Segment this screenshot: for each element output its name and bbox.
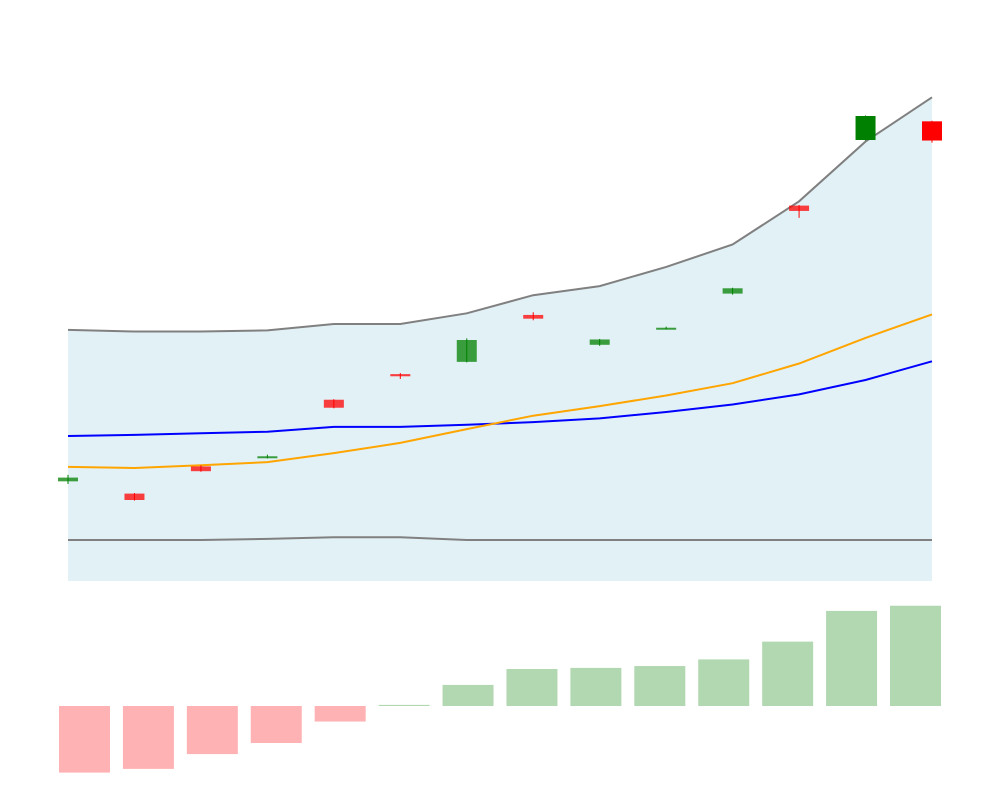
indicator-line-2 [67, 96, 933, 333]
candle-body [922, 121, 942, 141]
volume-bar [570, 667, 622, 706]
price-panel [58, 96, 942, 582]
candle-layer [58, 115, 942, 501]
volume-bar [378, 704, 430, 706]
candle-body [456, 340, 477, 362]
candle-body [656, 327, 677, 330]
volume-bar [826, 610, 878, 706]
candle-body [323, 399, 344, 408]
volume-bar [122, 706, 174, 769]
volume-bar [314, 706, 366, 722]
volume-bar [506, 669, 558, 706]
volume-bar [442, 684, 494, 706]
volume-bar [634, 666, 686, 706]
indicator-line-0 [67, 360, 933, 437]
volume-bar [186, 706, 238, 755]
bollinger-band-fill [68, 97, 932, 582]
candle-body [789, 205, 810, 211]
candle-body [390, 374, 411, 377]
volume-bar [698, 659, 750, 706]
volume-bar [890, 605, 941, 706]
candle-body [257, 456, 278, 459]
indicator-line-1 [67, 313, 933, 470]
candle-body [589, 339, 610, 345]
line-layer [67, 96, 933, 541]
band-layer [68, 97, 932, 582]
volume-panel [59, 605, 941, 773]
candle-body [190, 466, 211, 472]
candle-body [58, 477, 78, 482]
volume-bar [59, 706, 110, 773]
volume-bar [762, 641, 814, 706]
volume-bar [250, 706, 302, 743]
candle-body [124, 493, 145, 500]
candle-body [523, 314, 544, 319]
indicator-line-3 [68, 536, 932, 541]
candle-body [855, 116, 876, 140]
candle-body [722, 288, 743, 294]
